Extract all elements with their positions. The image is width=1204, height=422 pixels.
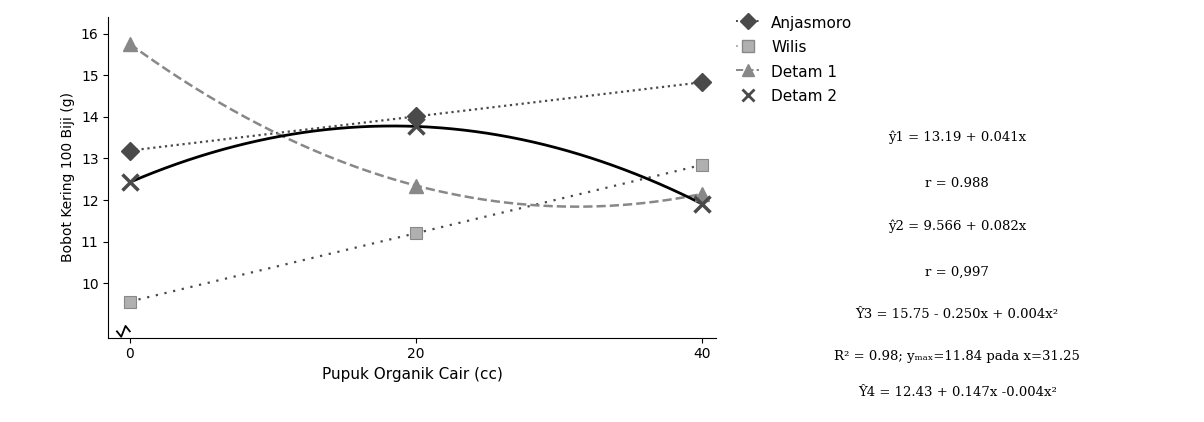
Text: Ŷ4 = 12.43 + 0.147x -0.004x²: Ŷ4 = 12.43 + 0.147x -0.004x² [857,386,1057,399]
X-axis label: Pupuk Organik Cair (cc): Pupuk Organik Cair (cc) [321,367,503,382]
Text: ŷ1 = 13.19 + 0.041x: ŷ1 = 13.19 + 0.041x [889,131,1026,144]
Text: R² = 0.98; yₘₐₓ=11.84 pada x=31.25: R² = 0.98; yₘₐₓ=11.84 pada x=31.25 [834,350,1080,363]
Text: Ŷ3 = 15.75 - 0.250x + 0.004x²: Ŷ3 = 15.75 - 0.250x + 0.004x² [856,308,1058,321]
Text: ŷ2 = 9.566 + 0.082x: ŷ2 = 9.566 + 0.082x [889,219,1026,233]
Legend: Anjasmoro, Wilis, Detam 1, Detam 2: Anjasmoro, Wilis, Detam 1, Detam 2 [736,15,852,104]
Y-axis label: Bobot Kering 100 Biji (g): Bobot Kering 100 Biji (g) [61,92,76,262]
Text: r = 0,997: r = 0,997 [925,266,990,279]
Text: r = 0.988: r = 0.988 [926,177,988,190]
